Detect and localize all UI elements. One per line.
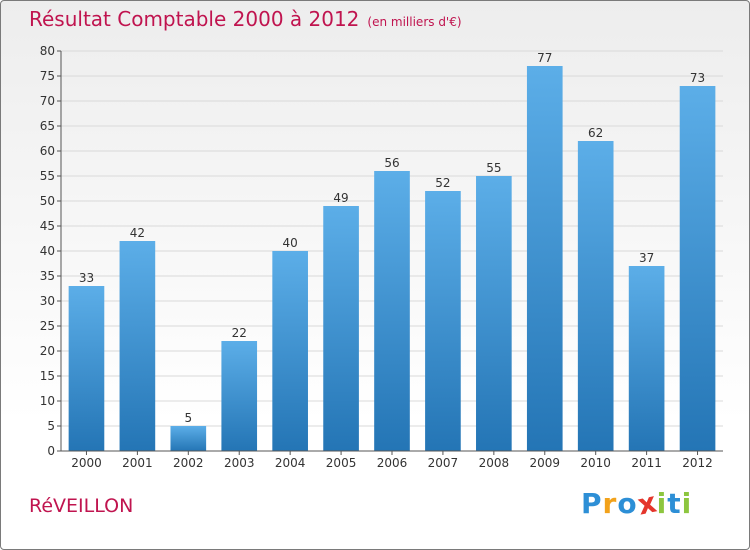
bar-value-label: 56 (384, 156, 399, 170)
y-tick-label: 55 (40, 169, 55, 183)
x-tick-label: 2007 (428, 456, 459, 470)
y-tick-label: 45 (40, 219, 55, 233)
y-tick-label: 5 (47, 419, 55, 433)
proxiti-logo[interactable]: Proxiti (581, 485, 693, 521)
logo-letter: t (667, 487, 682, 520)
y-tick-label: 15 (40, 369, 55, 383)
bar-2012 (679, 86, 716, 451)
bar-2009 (526, 66, 563, 451)
x-tick-label: 2004 (275, 456, 306, 470)
bar-2004 (272, 251, 308, 451)
bar-value-label: 55 (486, 161, 501, 175)
logo-letter: o (617, 487, 638, 520)
y-tick-label: 75 (40, 69, 55, 83)
bar-value-label: 42 (130, 226, 145, 240)
logo-letter: P (581, 487, 603, 520)
y-tick-label: 10 (40, 394, 55, 408)
commune-name: RéVEILLON (29, 495, 134, 517)
logo-letter: r (602, 487, 618, 520)
chart-title: Résultat Comptable 2000 à 2012 (en millie… (29, 7, 462, 31)
bar-value-label: 62 (588, 126, 603, 140)
bar-2006 (374, 171, 410, 451)
bar-2003 (221, 341, 258, 451)
y-tick-label: 20 (40, 344, 55, 358)
bar-value-label: 52 (435, 176, 450, 190)
logo-letter: i (681, 487, 693, 520)
x-tick-label: 2011 (631, 456, 662, 470)
x-tick-label: 2009 (529, 456, 560, 470)
bar-value-label: 77 (537, 51, 552, 65)
x-tick-label: 2005 (326, 456, 357, 470)
bar-value-label: 40 (283, 236, 298, 250)
y-tick-label: 65 (40, 119, 55, 133)
bar-2005 (323, 206, 359, 451)
x-tick-label: 2002 (173, 456, 204, 470)
y-tick-label: 0 (47, 444, 55, 458)
chart-title-text: Résultat Comptable 2000 à 2012 (29, 7, 360, 31)
bar-2010 (577, 141, 614, 451)
y-tick-label: 30 (40, 294, 55, 308)
chart-subtitle: (en milliers d'€) (367, 15, 462, 29)
bar-2007 (425, 191, 461, 451)
bar-2008 (476, 176, 512, 451)
x-tick-label: 2008 (479, 456, 510, 470)
x-tick-label: 2012 (682, 456, 713, 470)
y-tick-label: 40 (40, 244, 55, 258)
y-tick-label: 50 (40, 194, 55, 208)
x-tick-label: 2003 (224, 456, 255, 470)
bar-value-label: 73 (690, 71, 705, 85)
y-tick-label: 80 (40, 44, 55, 58)
y-tick-label: 25 (40, 319, 55, 333)
x-tick-label: 2006 (377, 456, 408, 470)
y-tick-label: 60 (40, 144, 55, 158)
bar-2002 (170, 426, 207, 451)
bar-2011 (628, 266, 665, 451)
bar-2001 (119, 241, 156, 451)
y-tick-label: 35 (40, 269, 55, 283)
bar-value-label: 33 (79, 271, 94, 285)
bar-value-label: 49 (333, 191, 348, 205)
x-tick-label: 2000 (71, 456, 102, 470)
x-tick-label: 2001 (122, 456, 153, 470)
bar-value-label: 22 (232, 326, 247, 340)
logo-letter: i (656, 487, 668, 520)
bar-value-label: 37 (639, 251, 654, 265)
y-tick-label: 70 (40, 94, 55, 108)
bar-value-label: 5 (184, 411, 192, 425)
x-tick-label: 2010 (580, 456, 611, 470)
bar-2000 (68, 286, 105, 451)
